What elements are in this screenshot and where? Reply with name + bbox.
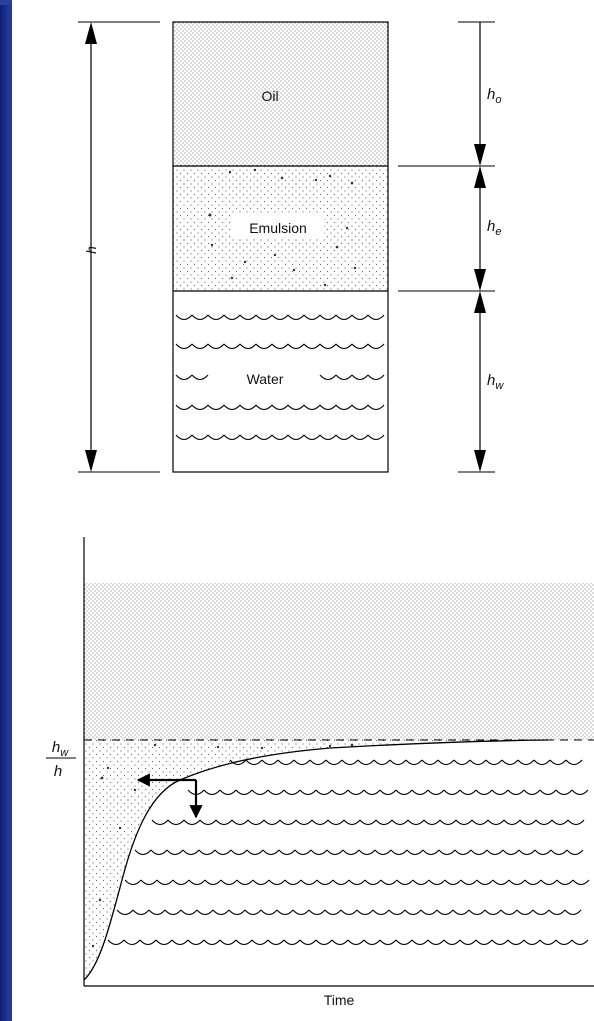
wave-row <box>175 314 385 321</box>
water-label-bg <box>232 369 302 391</box>
y-label-denominator: h <box>54 763 62 780</box>
oil-region <box>84 583 594 740</box>
wave-row <box>175 343 385 350</box>
wave-row <box>175 404 385 411</box>
wave-row <box>107 939 589 946</box>
water-waves <box>175 314 385 441</box>
water-label: Water <box>247 371 284 387</box>
arrow-down-icon <box>85 450 97 472</box>
x-axis-label: Time <box>324 992 355 1008</box>
arrow-down-icon <box>474 450 486 472</box>
oil-layer <box>173 22 388 166</box>
wave-row <box>175 434 385 441</box>
oil-label: Oil <box>261 88 278 104</box>
arrow-down-icon <box>474 144 486 166</box>
vessel-diagram: Oil Emulsion Water h ho he hw <box>78 21 504 473</box>
emulsion-label-bg <box>232 215 324 239</box>
separation-curve-chart: hw h Time <box>46 537 594 1008</box>
emulsion-droplets <box>208 168 357 287</box>
wave-row <box>229 759 583 766</box>
arrow-up-icon <box>85 22 97 44</box>
arrow-up-icon <box>474 166 486 188</box>
wave-row <box>134 849 584 856</box>
wave-row <box>151 819 585 826</box>
arrow-up-icon <box>474 291 486 313</box>
total-height-label: h <box>83 246 99 254</box>
wave-row <box>187 789 589 796</box>
emulsion-height-label: he <box>487 218 501 238</box>
wave-row <box>124 879 590 886</box>
water-height-label: hw <box>487 372 504 392</box>
emulsion-region <box>84 740 548 980</box>
vessel-outline <box>172 21 389 473</box>
wave-row <box>116 909 582 916</box>
emulsion-label: Emulsion <box>249 220 307 236</box>
y-label-numerator: hw <box>52 739 69 759</box>
separation-curve <box>83 739 549 981</box>
emulsion-droplets <box>91 743 354 948</box>
arrow-down-icon <box>474 269 486 291</box>
chart-water-waves <box>107 759 590 946</box>
oil-height-label: ho <box>487 86 501 106</box>
wave-row <box>175 374 385 381</box>
